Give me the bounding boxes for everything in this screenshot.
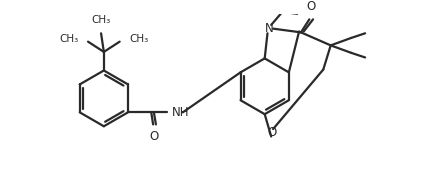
Text: N: N xyxy=(265,22,274,35)
Text: O: O xyxy=(149,130,159,143)
Text: CH₃: CH₃ xyxy=(91,15,110,25)
Text: O: O xyxy=(307,0,316,13)
Text: O: O xyxy=(267,126,277,139)
Text: CH₃: CH₃ xyxy=(129,34,148,44)
Text: CH₃: CH₃ xyxy=(60,34,79,44)
Text: NH: NH xyxy=(171,106,189,119)
